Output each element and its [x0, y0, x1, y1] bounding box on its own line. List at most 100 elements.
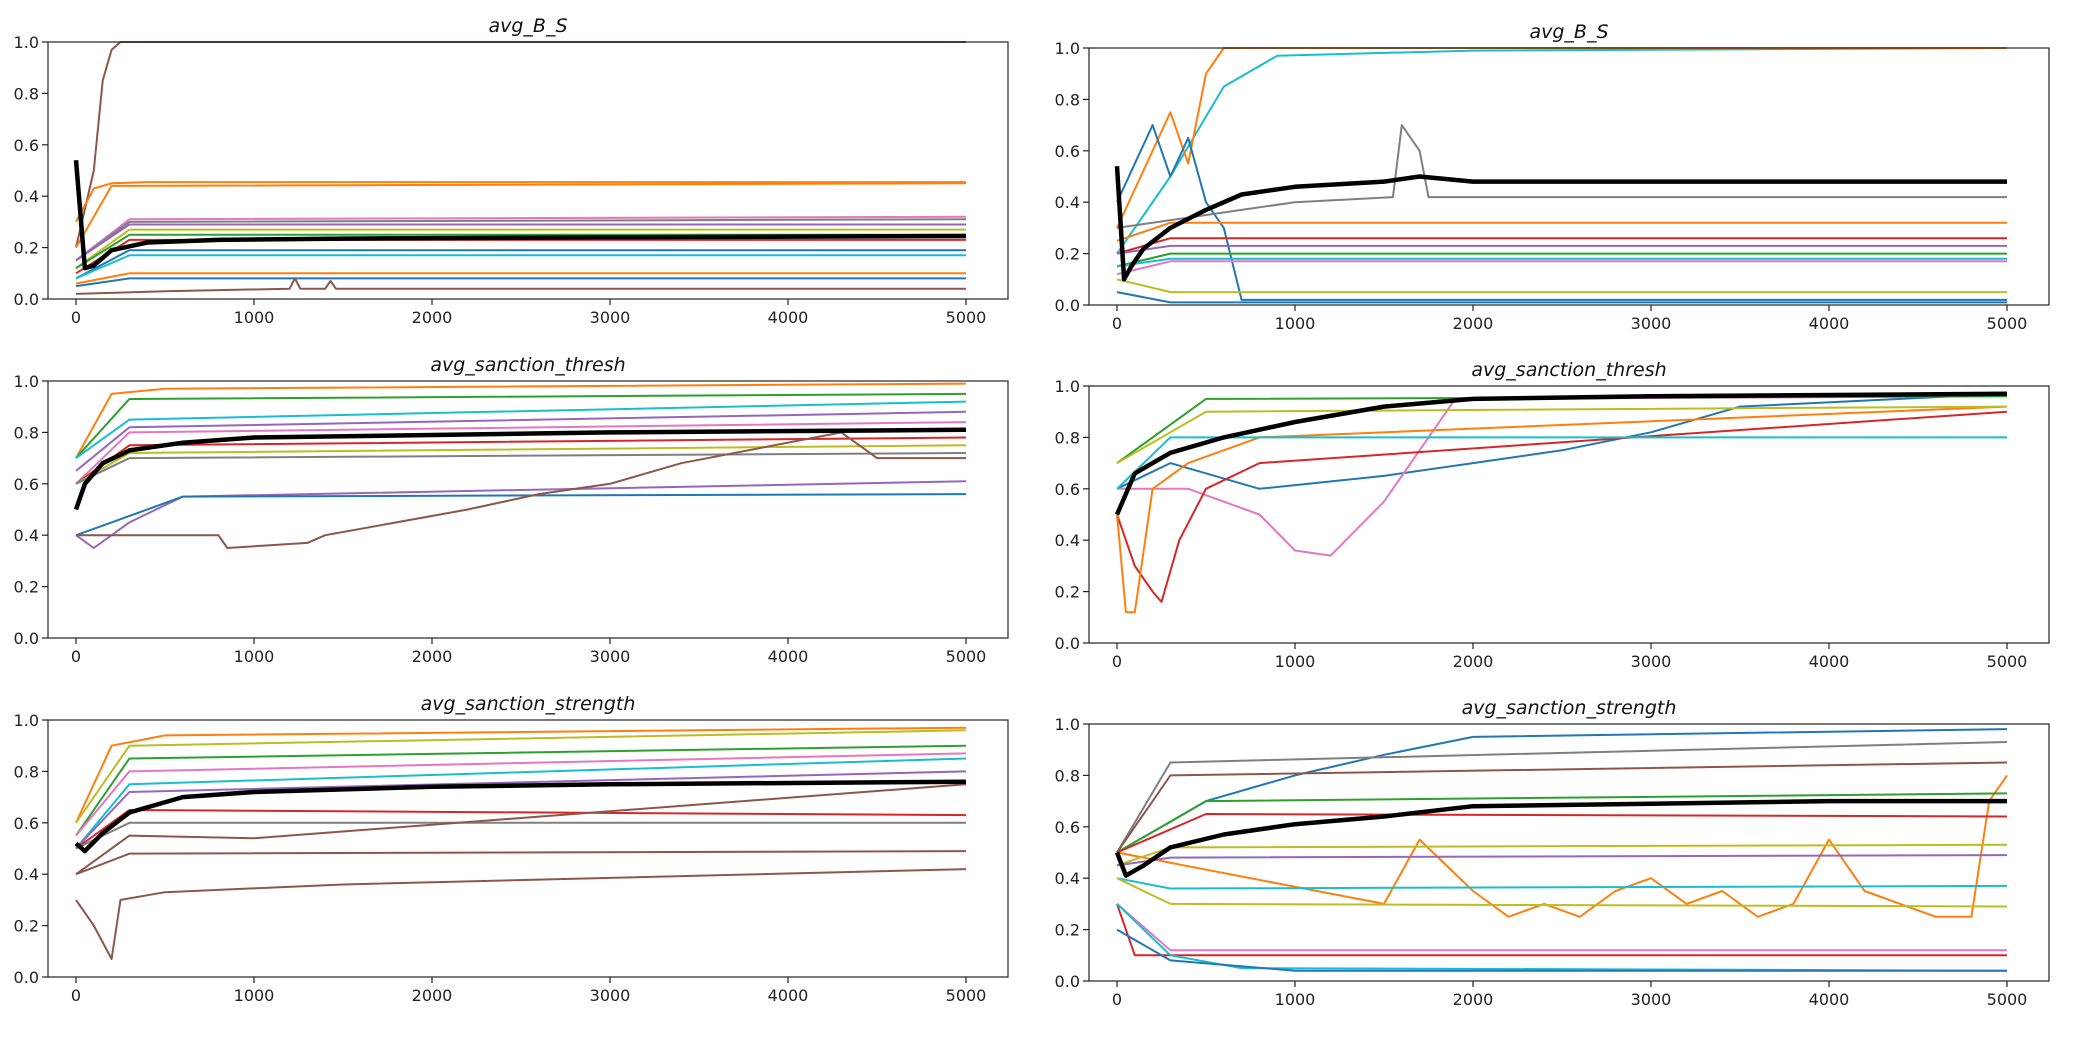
- series-line-run-red: [75, 238, 966, 275]
- series-line-run-cyan: [75, 254, 966, 280]
- series-line-run-teal-sat: [1116, 47, 2008, 255]
- series-line-run-purple: [75, 770, 967, 850]
- series-line-run-pink: [1116, 260, 2007, 276]
- y-tick-label: 0.8: [14, 423, 39, 442]
- series-line-run-orange-top: [75, 726, 967, 824]
- series-line-run-pink-dip: [1117, 395, 2008, 557]
- panel-3: avg_sanction_thresh 0 1000 2000 3000 4000 5000…: [14, 354, 1009, 666]
- x-tick-label: 0: [71, 308, 81, 327]
- series-line-run-red: [75, 809, 967, 850]
- series-line-run-red-dip: [1116, 410, 2008, 603]
- x-tick-label: 1000: [1275, 652, 1316, 671]
- chart-title: avg_B_S: [1529, 21, 1608, 43]
- y-tick-label: 0.8: [14, 84, 39, 103]
- x-tick-label: 2000: [1453, 990, 1494, 1009]
- y-tick-label: 0.4: [1055, 869, 1080, 888]
- series-line-run-blue-top: [1116, 728, 2008, 854]
- y-tick-label: 0.2: [1055, 245, 1080, 264]
- y-tick-label: 0.6: [14, 814, 39, 833]
- x-tick-label: 1000: [234, 986, 275, 1005]
- x-tick-label: 3000: [590, 986, 631, 1005]
- x-tick-label: 5000: [946, 308, 987, 327]
- y-tick-label: 0.6: [14, 475, 39, 494]
- y-tick-label: 0.4: [14, 865, 39, 884]
- series-line-run-orange-high: [75, 181, 966, 223]
- x-tick-label: 5000: [1987, 990, 2028, 1009]
- x-tick-label: 4000: [768, 986, 809, 1005]
- x-tick-label: 1000: [234, 647, 275, 666]
- y-tick-label: 1.0: [14, 711, 39, 730]
- x-tick-label: 4000: [1809, 990, 1850, 1009]
- x-tick-label: 4000: [1809, 652, 1850, 671]
- x-tick-label: 4000: [1809, 314, 1850, 333]
- series-line-run-brown-mid: [75, 783, 967, 876]
- chart-title: avg_sanction_thresh: [1471, 359, 1666, 381]
- y-tick-label: 0.8: [1055, 766, 1080, 785]
- series-line-run-teal: [75, 400, 967, 459]
- y-tick-label: 0.4: [1055, 193, 1080, 212]
- x-tick-label: 3000: [590, 308, 631, 327]
- series-line-run-purple: [1116, 244, 2007, 255]
- series-line-run-olive: [75, 228, 966, 270]
- mean-line: [73, 427, 967, 511]
- y-tick-label: 0.0: [14, 290, 39, 309]
- y-tick-label: 0.0: [1055, 634, 1080, 653]
- y-tick-label: 0.2: [14, 239, 39, 258]
- x-tick-label: 1000: [1275, 314, 1316, 333]
- y-tick-label: 0.0: [1055, 972, 1080, 991]
- panel-6: avg_sanction_strength 0 1000 2000 3000 4000 50…: [1055, 697, 2050, 1009]
- mean-line: [1114, 798, 2007, 878]
- series-line-run-olive-low: [1116, 877, 2008, 908]
- y-tick-label: 0.0: [14, 968, 39, 987]
- series-line-run-orange-top: [75, 382, 967, 459]
- x-tick-label: 0: [71, 986, 81, 1005]
- x-tick-label: 3000: [1631, 990, 1672, 1009]
- y-tick-label: 1.0: [14, 33, 39, 52]
- axes-frame: [1088, 723, 2050, 982]
- series-line-run-brown: [1116, 761, 2008, 854]
- series-line-run-olive: [1116, 278, 2007, 294]
- x-tick-label: 5000: [1987, 314, 2028, 333]
- series-line-run-blue-low: [1116, 291, 2007, 304]
- x-tick-label: 0: [1112, 652, 1122, 671]
- series-line-run-blue: [75, 249, 966, 280]
- mean-line: [1114, 391, 2008, 516]
- panel-5: avg_sanction_strength 0 1000 2000 3000 4000 50…: [14, 693, 1009, 1005]
- x-tick-label: 3000: [1631, 314, 1672, 333]
- y-tick-label: 0.2: [1055, 583, 1080, 602]
- series-line-run-gray-top: [1116, 741, 2008, 854]
- series-line-run-brown-steps: [76, 431, 966, 549]
- series-line-run-purple: [75, 410, 967, 472]
- x-tick-label: 3000: [1631, 652, 1672, 671]
- axes-frame: [47, 41, 1009, 300]
- series-line-run-orange-low: [75, 272, 966, 285]
- chart-title: avg_sanction_thresh: [430, 354, 625, 376]
- series-line-run-cyan: [1116, 257, 2007, 268]
- x-tick-label: 4000: [768, 308, 809, 327]
- mean-line: [74, 779, 967, 854]
- series-line-run-green-top: [75, 392, 967, 459]
- series-line-run-cyan: [1116, 436, 2007, 490]
- series-line-run-brown-flat: [75, 850, 967, 876]
- x-tick-label: 3000: [590, 647, 631, 666]
- y-tick-label: 0.8: [1055, 90, 1080, 109]
- y-tick-label: 0.0: [1055, 296, 1080, 315]
- series-line-run-purple-low: [75, 480, 967, 549]
- series-line-run-olive-top: [75, 729, 967, 824]
- series-line-run-orange-spike: [1116, 47, 2007, 229]
- y-tick-label: 0.4: [1055, 531, 1080, 550]
- x-tick-label: 5000: [946, 986, 987, 1005]
- y-tick-label: 0.0: [14, 629, 39, 648]
- x-tick-label: 2000: [1453, 652, 1494, 671]
- series-line-run-red-low: [1116, 903, 2007, 957]
- y-tick-label: 1.0: [1055, 715, 1080, 734]
- chart-title: avg_sanction_strength: [421, 693, 636, 715]
- series-line-run-gray-bump: [1116, 124, 2007, 229]
- series-line-run-gray: [75, 452, 967, 485]
- series-line-run-pink: [75, 421, 967, 485]
- panel-1: avg_B_S 0 1000 2000 3000 4000 5000 0.0 0.2 0.4 0.6…: [14, 15, 1009, 327]
- series-line-run-red: [1116, 237, 2007, 255]
- chart-title: avg_sanction_strength: [1462, 697, 1677, 719]
- y-tick-label: 0.6: [1055, 480, 1080, 499]
